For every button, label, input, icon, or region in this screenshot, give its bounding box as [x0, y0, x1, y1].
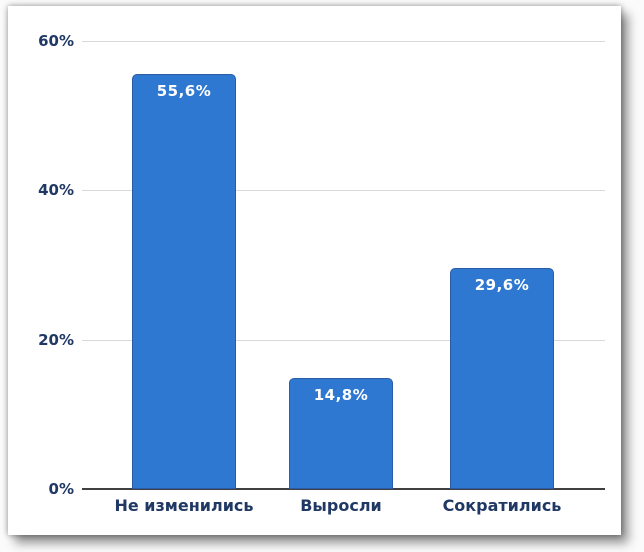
- bar-chart: 60% 40% 20% 0% 55,6% 14,8% 29,6% Не изме…: [8, 6, 621, 535]
- gridline-20: [82, 339, 605, 341]
- bar-value-label: 14,8%: [313, 386, 369, 404]
- x-axis-line: [82, 488, 605, 490]
- bar-value-label: 29,6%: [474, 276, 530, 294]
- gridline-40: [82, 190, 605, 192]
- gridline-60: [82, 41, 605, 42]
- y-axis-tick-label: 20%: [38, 330, 74, 349]
- y-axis-tick-label: 0%: [48, 480, 74, 498]
- chart-card: 60% 40% 20% 0% 55,6% 14,8% 29,6% Не изме…: [8, 6, 621, 535]
- x-axis-category-label: Не изменились: [114, 496, 254, 515]
- x-axis-category-label: Сократились: [442, 496, 562, 515]
- bar-sokratilis: 29,6%: [450, 268, 554, 489]
- y-axis-tick-label: 60%: [38, 32, 74, 50]
- x-axis-category-label: Выросли: [300, 496, 382, 515]
- y-axis-tick-label: 40%: [38, 181, 74, 200]
- bar-vyrosli: 14,8%: [289, 378, 393, 489]
- bar-ne-izmenilis: 55,6%: [132, 74, 236, 489]
- bar-value-label: 55,6%: [156, 82, 212, 100]
